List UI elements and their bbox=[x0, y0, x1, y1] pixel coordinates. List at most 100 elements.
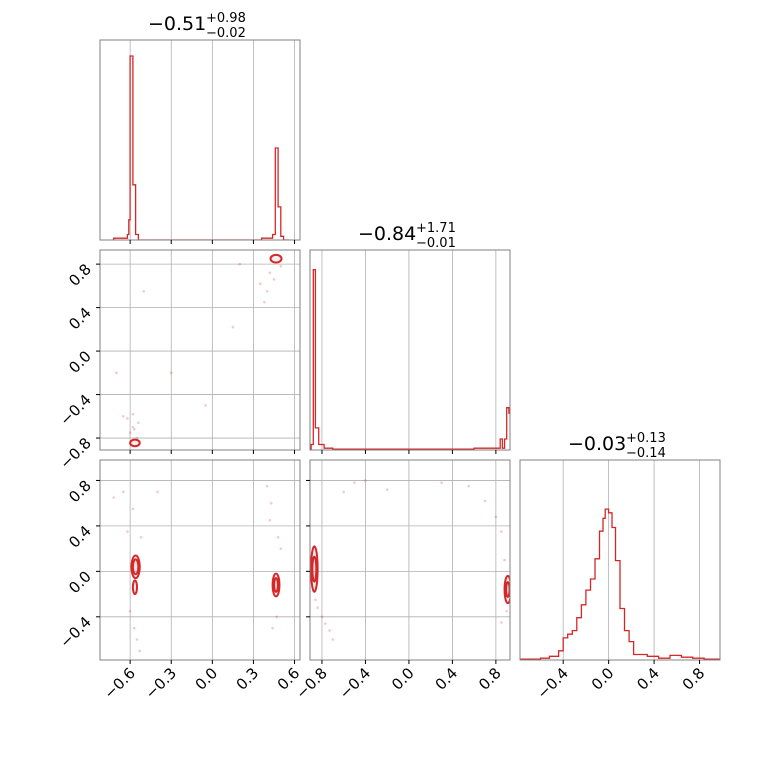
title-plus-error: +0.13 bbox=[626, 431, 666, 446]
sample-point bbox=[494, 515, 498, 519]
y-tick-label: 0.4 bbox=[65, 522, 95, 552]
x-tick-label: −0.4 bbox=[336, 664, 374, 702]
sample-point bbox=[276, 535, 280, 539]
sample-point bbox=[265, 484, 269, 488]
y-tick-label: −0.4 bbox=[56, 613, 94, 651]
sample-point bbox=[279, 547, 283, 550]
sample-point bbox=[272, 278, 276, 281]
panel-border bbox=[519, 459, 721, 661]
histogram-step-line bbox=[520, 508, 720, 660]
y-tick-label: 0.0 bbox=[65, 567, 95, 597]
sample-point bbox=[505, 609, 509, 613]
density-contour bbox=[129, 438, 141, 448]
x-tick-label: 0.8 bbox=[475, 664, 505, 694]
x-tick-label: 0.0 bbox=[388, 664, 418, 694]
panel-content bbox=[115, 253, 283, 448]
sample-point bbox=[128, 609, 132, 613]
sample-point bbox=[131, 412, 135, 416]
sample-point bbox=[138, 649, 142, 653]
sample-point bbox=[483, 499, 487, 503]
x-tick-label: −0.4 bbox=[534, 664, 572, 702]
sample-point bbox=[258, 282, 262, 285]
sample-point bbox=[135, 436, 139, 440]
histogram-step-line bbox=[113, 55, 289, 240]
sample-point bbox=[331, 638, 335, 641]
density-contour bbox=[311, 555, 318, 583]
panel-content bbox=[310, 479, 510, 641]
sample-point bbox=[238, 262, 242, 266]
panel-2-2 bbox=[519, 459, 721, 664]
sample-point bbox=[268, 271, 272, 275]
x-tick-label: −0.3 bbox=[142, 664, 180, 702]
x-tick-label: −0.6 bbox=[100, 664, 138, 702]
sample-point bbox=[279, 265, 283, 268]
sample-point bbox=[115, 371, 118, 375]
title-plus-error: +0.98 bbox=[206, 11, 246, 26]
sample-point bbox=[126, 417, 129, 420]
sample-point bbox=[265, 290, 269, 293]
panel-1-1 bbox=[309, 249, 511, 454]
histogram-title: −0.51 bbox=[148, 13, 206, 35]
sample-point bbox=[263, 300, 266, 304]
x-tick-label: −0.8 bbox=[292, 664, 330, 702]
sample-point bbox=[137, 421, 140, 425]
density-contour bbox=[269, 253, 283, 264]
sample-point bbox=[323, 622, 327, 625]
sample-point bbox=[342, 490, 345, 494]
y-tick-label: −0.8 bbox=[56, 434, 94, 472]
y-tick-label: 0.8 bbox=[65, 260, 95, 290]
title-minus-error: −0.01 bbox=[416, 236, 456, 251]
sample-point bbox=[500, 530, 503, 533]
sample-point bbox=[231, 325, 235, 329]
sample-point bbox=[385, 488, 389, 491]
title-minus-error: −0.02 bbox=[206, 26, 246, 41]
sample-point bbox=[126, 530, 129, 533]
panel-border bbox=[99, 249, 301, 451]
title-minus-error: −0.14 bbox=[626, 446, 666, 461]
sample-point bbox=[328, 629, 331, 632]
sample-point bbox=[275, 615, 279, 619]
sample-point bbox=[128, 431, 132, 434]
density-contour bbox=[131, 579, 138, 596]
histogram-title: −0.84 bbox=[358, 223, 416, 245]
density-contour bbox=[505, 581, 510, 598]
x-tick-label: 0.0 bbox=[192, 664, 222, 694]
y-tick-label: −0.4 bbox=[56, 391, 94, 429]
sample-point bbox=[169, 371, 173, 375]
panel-1-0 bbox=[96, 249, 301, 454]
y-tick-label: 0.8 bbox=[65, 477, 95, 507]
sample-point bbox=[121, 415, 125, 418]
sample-point bbox=[132, 428, 136, 431]
x-tick-label: 0.0 bbox=[588, 664, 618, 694]
histogram-title: −0.03 bbox=[568, 433, 626, 455]
y-tick-label: 0.0 bbox=[65, 347, 95, 377]
sample-point bbox=[156, 490, 159, 494]
sample-point bbox=[268, 518, 272, 522]
panel-0-0 bbox=[99, 39, 301, 244]
panel-border bbox=[309, 249, 511, 451]
panel-border bbox=[99, 39, 301, 241]
sample-point bbox=[139, 535, 143, 539]
sample-point bbox=[135, 638, 139, 641]
sample-point bbox=[132, 626, 136, 630]
sample-point bbox=[353, 481, 356, 485]
panel-2-1 bbox=[306, 459, 511, 664]
sample-point bbox=[316, 606, 319, 610]
density-contour bbox=[131, 558, 140, 576]
x-tick-label: 0.8 bbox=[679, 664, 709, 694]
y-tick-label: 0.4 bbox=[65, 304, 95, 334]
sample-point bbox=[467, 484, 470, 488]
panel-border bbox=[99, 459, 301, 661]
sample-point bbox=[112, 496, 115, 499]
histogram-step-line bbox=[310, 269, 510, 450]
sample-point bbox=[271, 626, 274, 630]
panel-content bbox=[112, 484, 283, 653]
panel-2-0 bbox=[96, 459, 301, 664]
panel-border bbox=[309, 459, 511, 661]
sample-point bbox=[320, 615, 324, 619]
sample-point bbox=[131, 425, 135, 429]
density-contour bbox=[273, 577, 279, 593]
sample-point bbox=[121, 490, 125, 494]
x-tick-label: 0.4 bbox=[633, 664, 663, 694]
